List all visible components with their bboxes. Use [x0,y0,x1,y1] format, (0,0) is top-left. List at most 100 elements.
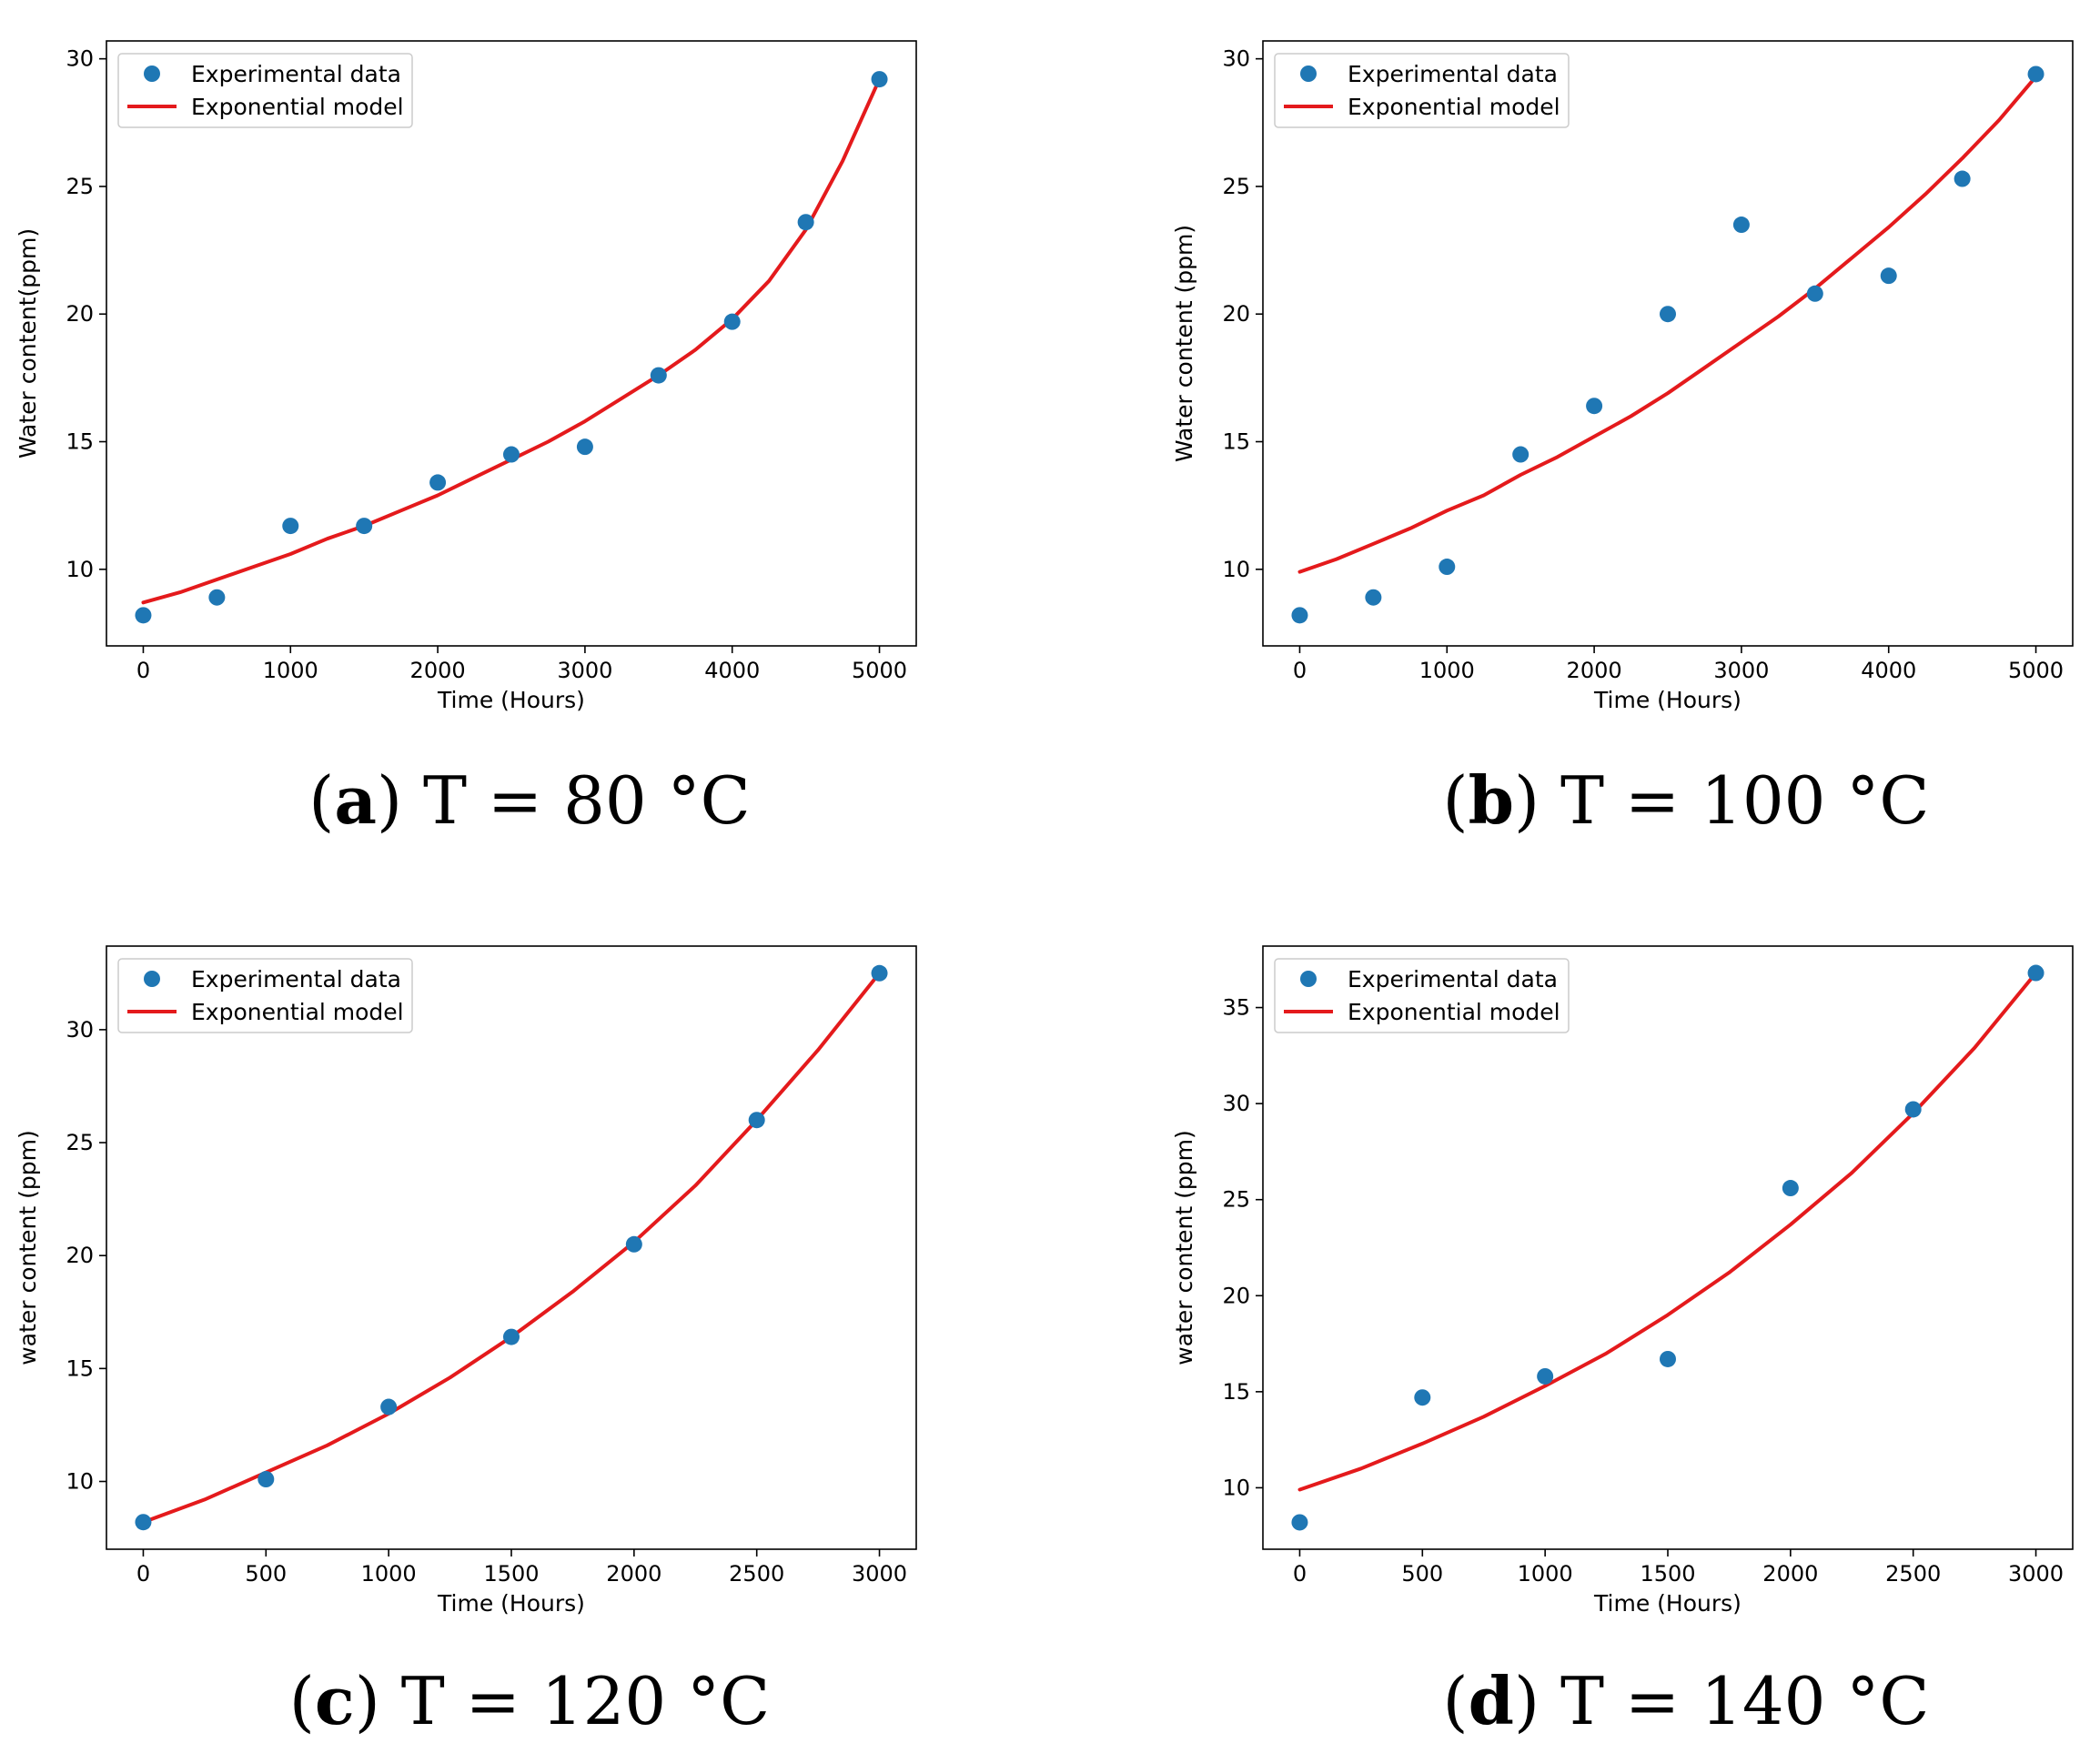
model-line [141,77,882,605]
data-point [797,214,814,231]
caption-text: T = 120 °C [401,1663,771,1739]
x-tick-label: 3000 [2008,1561,2064,1587]
data-point [1291,1514,1308,1531]
y-axis-label: water content (ppm) [1171,1130,1197,1365]
x-tick-label: 1000 [361,1561,417,1587]
data-point [650,367,667,384]
panel-caption: (a) T = 80 °C [308,761,750,839]
data-point [723,313,741,330]
caption-close-paren: ) [1514,762,1560,839]
data-point [257,1471,275,1488]
y-axis-label: water content (ppm) [15,1130,41,1365]
legend-scatter-marker [1300,65,1317,82]
data-point [576,438,593,456]
model-line [1297,75,2038,574]
legend-label-line: Exponential model [191,94,404,120]
x-tick-label: 500 [245,1561,287,1587]
plot-frame [1262,40,2074,647]
x-tick-label: 0 [136,658,150,683]
y-tick-label: 30 [66,1017,94,1043]
data-point [2027,964,2044,982]
x-tick-label: 3000 [852,1561,907,1587]
y-tick-label: 25 [66,1130,94,1155]
panel-c: 0 500 1000 1500 2000 2500 3000 10 15 20 25 30 Time (… [15,945,917,1739]
y-tick-label: 20 [1222,301,1250,327]
x-tick-label: 1500 [1640,1561,1695,1587]
x-tick-label: 2500 [729,1561,784,1587]
data-point [1414,1389,1431,1406]
x-tick-label: 3000 [1713,658,1769,683]
x-tick-label: 1000 [1518,1561,1573,1587]
y-tick-label: 10 [1222,1475,1250,1500]
caption-open-paren: ( [1443,1663,1469,1739]
data-point [1806,285,1823,302]
data-point [1660,1350,1676,1367]
data-point [1880,267,1897,285]
caption-open-paren: ( [289,1663,315,1739]
panel-a: 0 1000 2000 3000 4000 5000 10 15 20 25 30 Time (Hou… [15,40,917,839]
y-tick-label: 30 [1222,46,1250,72]
legend-label-line: Exponential model [1348,999,1560,1025]
legend-box [1274,958,1570,1033]
model-line [1297,971,2038,1492]
y-tick-label: 35 [1222,995,1250,1021]
panel-d: 0 500 1000 1500 2000 2500 3000 10 15 20 25 30 35 Time… [1171,945,2074,1739]
legend-scatter-marker [1300,971,1317,987]
x-tick-label: 0 [136,1561,150,1587]
data-point [380,1398,398,1415]
legend-label-scatter: Experimental data [191,966,401,992]
panel-caption: (c) T = 120 °C [289,1662,770,1739]
y-tick-label: 15 [1222,1379,1250,1405]
legend-label-scatter: Experimental data [1348,966,1558,992]
data-point [282,518,299,535]
caption-letter: a [334,761,377,839]
y-tick-label: 20 [66,1243,94,1268]
data-point [871,964,888,982]
x-tick-label: 0 [1293,1561,1307,1587]
y-tick-label: 15 [1222,429,1250,455]
model-line [141,971,882,1525]
data-point [429,474,447,491]
y-tick-label: 20 [66,301,94,327]
plot-frame [106,945,917,1550]
y-tick-label: 20 [1222,1283,1250,1308]
legend-label-line: Exponential model [191,999,404,1025]
legend-box [1274,53,1570,128]
caption-text: T = 100 °C [1560,762,1930,839]
legend-label-scatter: Experimental data [1348,61,1558,87]
caption-text: T = 140 °C [1560,1663,1930,1739]
caption-open-paren: ( [1443,762,1469,839]
y-tick-label: 25 [1222,174,1250,199]
data-point [1732,217,1750,234]
x-axis-label: Time (Hours) [437,1590,585,1617]
data-point [871,71,888,88]
legend-label-line: Exponential model [1348,94,1560,120]
y-tick-label: 15 [66,1355,94,1381]
caption-open-paren: ( [308,762,334,839]
data-point [1537,1367,1554,1385]
legend-label-scatter: Experimental data [191,61,401,87]
x-tick-label: 1000 [263,658,318,683]
plot-frame [106,40,917,647]
caption-close-paren: ) [377,762,423,839]
data-point [135,1514,152,1531]
x-tick-label: 1000 [1419,658,1475,683]
x-tick-label: 3000 [557,658,612,683]
x-tick-label: 2000 [606,1561,661,1587]
x-tick-label: 2000 [1567,658,1622,683]
y-tick-label: 25 [66,174,94,199]
data-point [1586,398,1603,415]
x-tick-label: 500 [1401,1561,1443,1587]
x-tick-label: 0 [1293,658,1307,683]
data-point [748,1112,765,1129]
data-point [1660,306,1676,323]
y-tick-label: 10 [1222,557,1250,582]
x-tick-label: 2000 [410,658,466,683]
x-axis-label: Time (Hours) [1593,1590,1742,1617]
data-point [1904,1101,1922,1118]
y-tick-label: 30 [66,46,94,72]
x-tick-label: 4000 [1861,658,1916,683]
legend-box [117,53,413,128]
caption-close-paren: ) [1514,1663,1560,1739]
y-tick-label: 10 [66,1469,94,1495]
